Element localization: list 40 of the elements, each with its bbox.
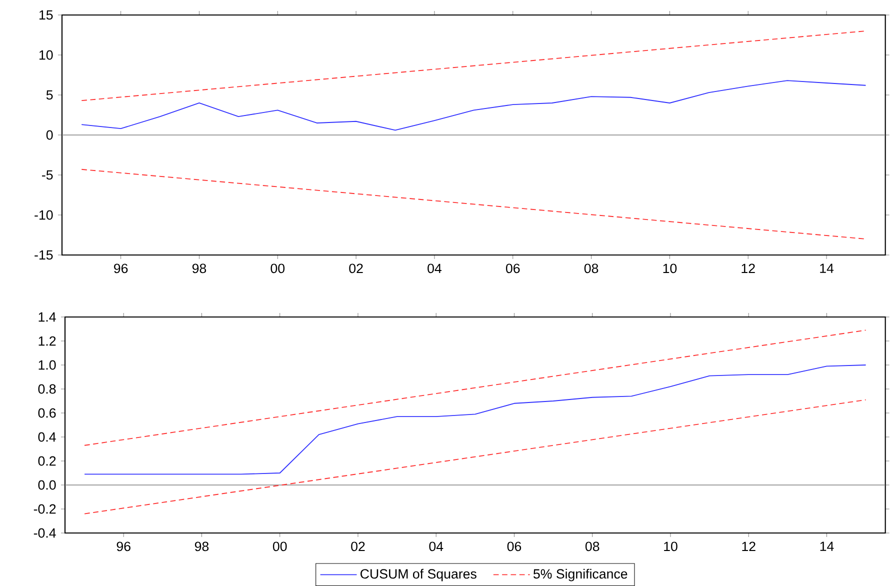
y-tick-label: 15 [39,10,53,20]
y-tick-label: 10 [39,50,53,60]
y-tick-label: 0.4 [38,432,56,442]
x-tick-label: 98 [194,542,209,552]
y-tick-label: 0.6 [38,408,56,418]
x-tick-label: 02 [349,264,363,274]
x-tick-label: 96 [116,542,130,552]
y-tick-label: 1.0 [38,360,56,370]
y-tick-label: 1.4 [38,312,56,322]
y-tick-label: -0.2 [34,504,56,514]
x-tick-label: 00 [270,264,285,274]
x-tick-label: 12 [742,542,756,551]
y-tick-label: 1.2 [38,336,56,346]
legend-label: CUSUM of Squares [360,568,476,582]
x-tick-label: 04 [429,542,444,552]
x-tick-label: 98 [192,264,206,274]
y-tick-label: 0.0 [38,480,56,490]
y-tick-label: 0 [46,130,53,140]
x-tick-label: 02 [351,542,365,552]
x-tick-label: 04 [428,264,442,274]
x-tick-label: 14 [820,542,834,551]
y-tick-label: -15 [34,250,53,260]
y-tick-label: 5 [46,90,53,100]
x-tick-label: 06 [507,542,522,552]
y-tick-label: -10 [34,210,53,220]
x-tick-label: 96 [114,264,128,274]
x-tick-label: 08 [585,542,600,552]
line-series [81,80,866,131]
x-tick-label: 12 [742,264,755,273]
y-tick-label: -5 [42,170,53,180]
y-tick-label: 0.2 [38,456,56,466]
x-tick-label: 00 [272,542,287,552]
y-tick-label: -0.4 [34,528,56,538]
x-tick-label: 10 [663,264,677,274]
y-tick-label: 0.8 [38,384,56,394]
x-tick-label: 08 [584,264,598,274]
x-tick-label: 10 [664,542,678,552]
legend-label: 5% Significance [534,568,628,582]
x-tick-label: 14 [820,264,834,273]
x-tick-label: 06 [506,264,520,274]
